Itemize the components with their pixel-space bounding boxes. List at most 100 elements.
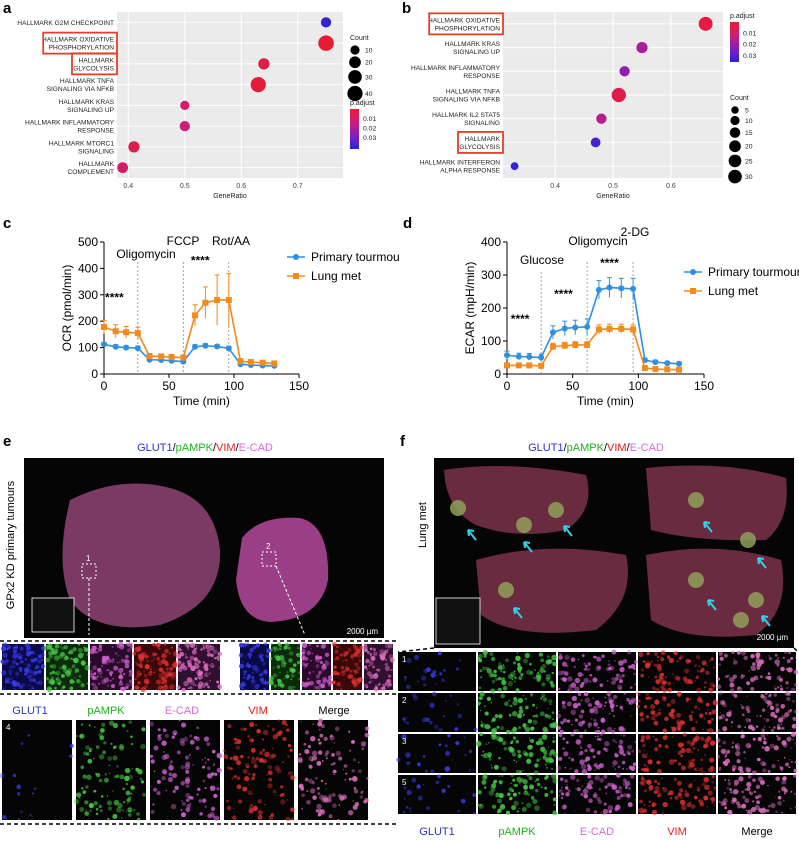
signal-spot [62,685,66,689]
signal-spot [216,680,220,684]
signal-spot [534,669,536,671]
roi-row-label: 2 [402,696,407,705]
signal-spot [340,670,346,676]
signal-spot [144,664,150,670]
signal-spot [689,698,692,700]
signal-spot [209,662,215,669]
signal-spot [195,647,198,649]
signal-spot [755,652,761,657]
signal-spot [509,747,515,753]
signal-spot [612,760,618,766]
x-tick-label: 0.4 [123,183,133,190]
signal-spot [596,656,602,662]
data-point [117,162,129,174]
signal-spot [93,683,97,686]
signal-spot [613,659,616,662]
signal-spot [169,667,173,671]
signal-spot [119,661,121,663]
signal-spot [299,644,301,646]
signal-spot [724,755,727,758]
signal-spot [662,786,665,789]
signal-spot [437,774,441,779]
signal-spot [15,672,20,676]
signal-spot [697,707,700,711]
signal-spot [120,658,125,663]
signal-spot [251,756,255,760]
signal-spot [506,729,511,734]
signal-spot [355,652,362,658]
signal-spot [541,682,546,687]
signal-spot [581,785,584,788]
signal-spot [463,736,466,739]
signal-spot [92,757,95,760]
signal-spot [741,674,743,676]
signal-spot [571,695,578,702]
signal-spot [169,684,175,690]
signal-spot [749,791,751,793]
signal-spot [12,645,18,651]
signal-spot [150,810,155,814]
lung-roi-tile-texture [638,650,716,694]
signal-spot [191,649,197,655]
signal-spot [270,648,273,652]
signal-spot [608,671,611,673]
signal-spot [369,647,373,651]
signal-spot [574,728,579,734]
signal-spot [499,664,506,670]
signal-spot [80,765,85,770]
signal-spot [594,736,597,738]
x-tick-label: 50 [162,379,176,393]
signal-spot [615,772,621,778]
signal-spot [681,804,687,811]
signal-spot [479,691,485,697]
signal-spot [549,758,554,764]
signal-spot [669,796,673,800]
signal-spot [405,716,408,719]
signal-spot [667,681,671,686]
signal-spot [360,652,364,656]
signal-spot [788,766,791,769]
signal-spot [755,725,759,728]
signal-spot [251,739,254,742]
signal-spot [621,673,625,678]
legend-marker [293,254,299,260]
signal-spot [601,654,605,659]
signal-spot [285,816,291,822]
roi2-channel-tile-texture [331,641,364,690]
data-point [202,342,209,349]
signal-spot [529,662,532,666]
signal-spot [654,719,656,721]
signal-spot [112,746,116,750]
signal-spot [282,660,285,663]
size-legend-label: 25 [745,158,753,165]
signal-spot [665,735,668,738]
signal-spot [611,729,616,734]
signal-spot [88,802,95,809]
signal-spot [581,654,585,658]
signal-spot [637,807,643,813]
signal-spot [24,658,28,661]
signal-spot [251,671,255,674]
signal-spot [517,665,523,672]
size-legend-label: 30 [745,174,753,181]
signal-spot [777,800,782,806]
signal-spot [510,774,514,778]
signal-spot [715,738,721,743]
signal-spot [390,669,392,671]
signal-spot [518,669,522,673]
signal-spot [741,705,745,710]
signal-spot [357,761,360,764]
x-axis-label: Time (min) [173,394,230,408]
signal-spot [770,711,776,717]
signal-spot [314,655,320,660]
signal-spot [245,684,247,686]
signal-spot [207,652,212,657]
lung-roi-tile-texture [477,649,557,694]
signal-spot [290,817,294,821]
signal-spot [559,653,562,656]
zoom-channel-tile-texture [222,718,295,822]
signal-spot [260,653,262,655]
signal-spot [366,671,372,677]
signal-spot [406,760,411,766]
data-point [641,365,648,372]
